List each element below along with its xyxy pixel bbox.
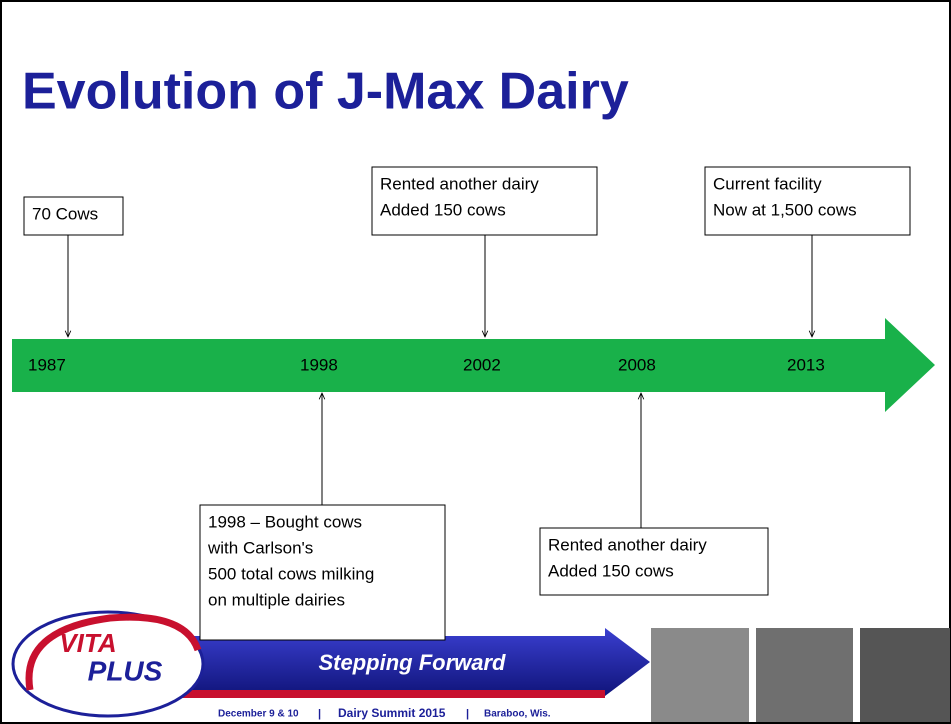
year-label: 1987 (28, 355, 66, 374)
event-text: 70 Cows (32, 204, 98, 223)
footer-text: Dairy Summit 2015 (338, 706, 446, 720)
logo-text: PLUS (88, 655, 163, 686)
event-text: Now at 1,500 cows (713, 200, 857, 219)
year-label: 1998 (300, 355, 338, 374)
slide-title: Evolution of J-Max Dairy (22, 63, 629, 121)
footer-text: December 9 & 10 (218, 709, 299, 720)
logo-text: VITA (59, 628, 116, 658)
year-label: 2002 (463, 355, 501, 374)
year-label: 2013 (787, 355, 825, 374)
photo (860, 628, 950, 722)
footer-text: | (466, 708, 469, 720)
banner-text: Stepping Forward (319, 650, 507, 675)
photo (756, 628, 853, 722)
photo (651, 628, 749, 722)
event-text: Added 150 cows (548, 561, 674, 580)
year-label: 2008 (618, 355, 656, 374)
event-text: 500 total cows milking (208, 564, 374, 583)
event-text: on multiple dairies (208, 590, 345, 609)
footer-text: | (318, 708, 321, 720)
footer-text: Baraboo, Wis. (484, 709, 551, 720)
slide: Evolution of J-Max Dairy 1987 1998 2002 200… (0, 0, 951, 724)
event-text: Rented another dairy (380, 174, 539, 193)
event-text: 1998 – Bought cows (208, 512, 362, 531)
event-text: Added 150 cows (380, 200, 506, 219)
event-text: with Carlson's (207, 538, 313, 557)
event-text: Current facility (713, 174, 822, 193)
banner-stripe (165, 690, 605, 698)
event-text: Rented another dairy (548, 535, 707, 554)
